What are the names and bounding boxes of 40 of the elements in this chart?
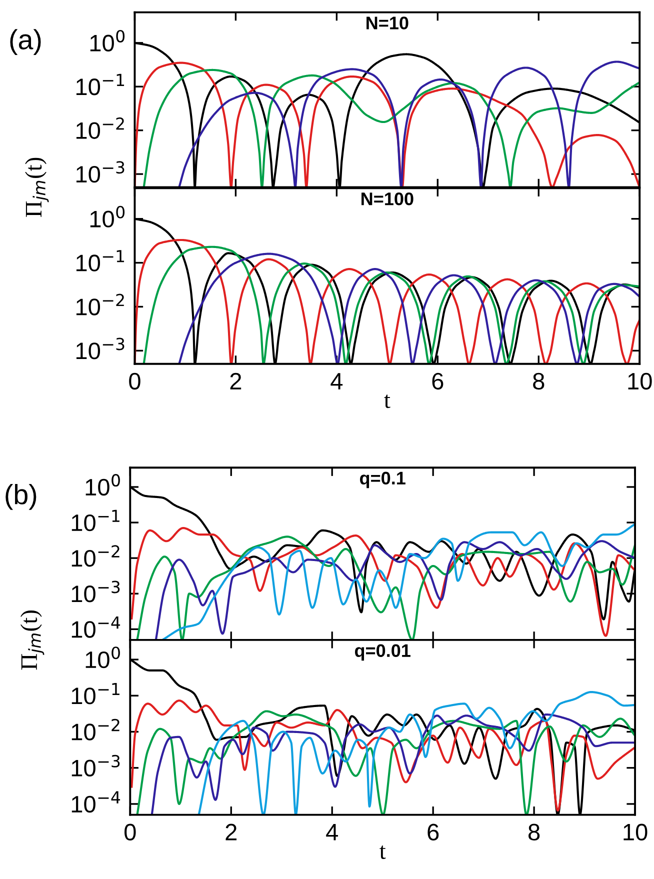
y-tick-label: 10$^{−1}$: [76, 74, 124, 96]
y-tick-label: 10$^{−2}$: [76, 294, 124, 316]
y-tick-label: 10$^{−1}$: [76, 250, 124, 272]
y-axis-title: Π$_{jm}$(t): [25, 158, 49, 218]
x-tick-label: 8: [533, 372, 544, 390]
y-tick-label: 10$^{−3}$: [76, 161, 124, 183]
x-tick-label: 4: [330, 373, 343, 390]
x-tick-label: 10: [628, 372, 652, 390]
y-tick-label: 10$^{0}$: [90, 30, 125, 52]
chart-title: N=10: [366, 16, 408, 30]
y-tick-label: 10$^{−3}$: [72, 580, 120, 602]
x-tick-label: 6: [432, 372, 444, 390]
chart-title: N=100: [362, 192, 414, 206]
y-tick-label: 10$^{−3}$: [76, 338, 124, 360]
x-tick-label: 0: [124, 824, 136, 841]
y-tick-label: 10$^{−4}$: [72, 791, 120, 813]
chart-title: q=0.01: [354, 644, 410, 661]
y-tick-label: 10$^{−4}$: [72, 616, 120, 638]
x-tick-label: 4: [326, 824, 338, 840]
x-tick-label: 0: [129, 372, 140, 390]
y-tick-label: 10$^{0}$: [86, 474, 120, 496]
y-tick-label: 10$^{−2}$: [72, 545, 120, 567]
y-tick-label: 10$^{−1}$: [72, 682, 120, 704]
y-tick-label: 10$^{−1}$: [72, 510, 120, 532]
y-tick-label: 10$^{0}$: [90, 206, 125, 228]
y-tick-label: 10$^{−3}$: [72, 754, 120, 776]
chart-title: q=0.1: [360, 472, 406, 488]
x-axis-title: t: [384, 394, 390, 408]
text: (b): [6, 484, 36, 510]
y-tick-label: 10$^{0}$: [86, 646, 120, 668]
x-tick-label: 10: [624, 824, 648, 841]
x-axis-title: t: [380, 845, 386, 860]
x-tick-label: 2: [226, 824, 237, 840]
x-tick-label: 6: [428, 824, 439, 841]
y-axis-title: Π$_{jm}$(t): [20, 610, 44, 670]
y-tick-label: 10$^{−2}$: [72, 718, 120, 740]
x-tick-label: 2: [230, 372, 242, 390]
x-tick-label: 8: [528, 824, 540, 841]
y-tick-label: 10$^{−2}$: [76, 117, 124, 139]
text: (a): [10, 29, 41, 55]
